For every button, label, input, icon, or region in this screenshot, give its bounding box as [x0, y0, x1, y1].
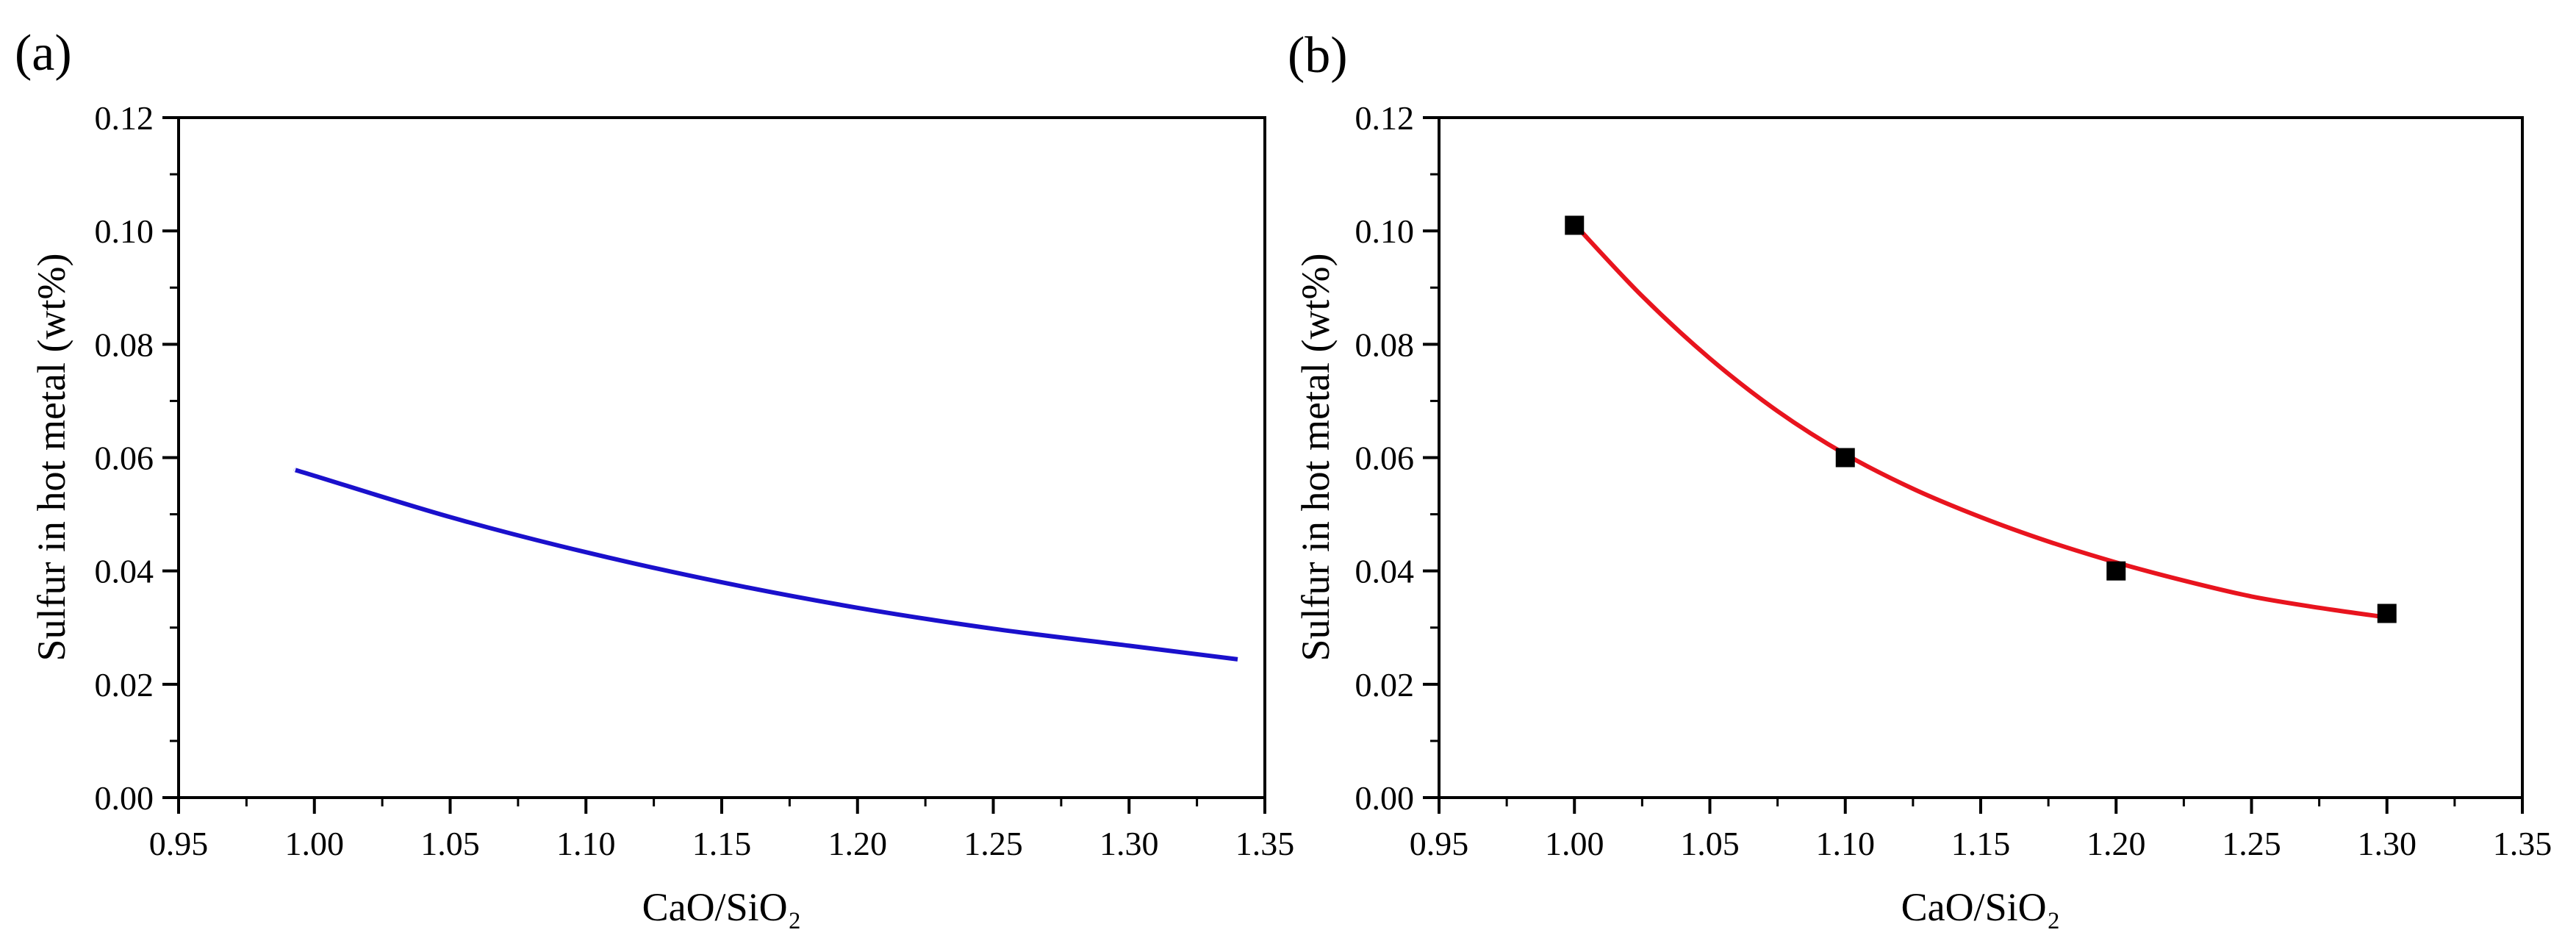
panel-b-data-point: [1565, 215, 1585, 235]
panel-a-x-tick-label: 1.10: [556, 825, 616, 862]
panel-a-y-axis-title: Sulfur in hot metal (wt%): [29, 254, 73, 662]
panel-b-data-point: [2106, 561, 2126, 581]
panel-a-plot-frame: [177, 116, 1266, 799]
panel-a-y-tick-label: 0.02: [95, 666, 154, 704]
panel-b-ticks: 0.95 1.00 1.05 1.10 1.15 1.20 1.25 1.30 1.35 0.00…: [1355, 99, 2552, 862]
chart-panel-b: (b) 0.95 1.00 1.05 1.10 1.15 1.20 1.25 1.30 1.35…: [1288, 27, 2552, 929]
panel-a-x-tick-label: 1.20: [828, 825, 888, 862]
panel-a-x-tick-label: 1.15: [692, 825, 752, 862]
panel-a-x-tick-label: 1.05: [420, 825, 480, 862]
panel-b-y-axis-title: Sulfur in hot metal (wt%): [1294, 254, 1338, 662]
panel-a-x-axis-title: CaO/SiO₂: [642, 885, 802, 929]
panel-b-plot-frame: [1438, 116, 2524, 799]
panel-a-y-tick-label: 0.06: [95, 440, 154, 477]
panel-b-x-tick-label: 1.35: [2493, 825, 2552, 862]
panel-a-x-tick-label: 1.25: [964, 825, 1023, 862]
panel-b-y-tick-label: 0.04: [1355, 553, 1415, 590]
panel-b-x-tick-label: 1.10: [1816, 825, 1876, 862]
panel-b-x-tick-label: 1.15: [1951, 825, 2011, 862]
panel-a-y-tick-label: 0.12: [95, 99, 154, 137]
panel-b-y-tick-label: 0.00: [1355, 779, 1415, 817]
panel-b-x-tick-label: 0.95: [1410, 825, 1469, 862]
chart-panel-a: (a) 0.95 1.00 1.05 1.10 1.15 1.20 1.25 1.30 1.35…: [15, 25, 1294, 929]
panel-a-y-tick-label: 0.10: [95, 212, 154, 250]
panel-a-x-tick-label: 0.95: [149, 825, 209, 862]
panel-a-label: (a): [15, 25, 72, 82]
panel-a-x-tick-label: 1.35: [1235, 825, 1295, 862]
panel-b-x-tick-label: 1.30: [2358, 825, 2417, 862]
panel-b-y-tick-label: 0.02: [1355, 666, 1415, 704]
panel-b-x-axis-title: CaO/SiO₂: [1901, 885, 2061, 929]
panel-b-x-tick-label: 1.00: [1545, 825, 1604, 862]
panel-b-y-tick-label: 0.08: [1355, 326, 1415, 363]
panel-b-label: (b): [1288, 27, 1348, 84]
panel-a-y-tick-label: 0.00: [95, 779, 154, 817]
panel-a-series: [293, 468, 1238, 662]
panel-b-series: [1565, 215, 2397, 623]
panel-a-series-line: [293, 468, 1238, 662]
panel-b-fit-line: [1573, 222, 2388, 620]
panel-a-x-tick-label: 1.00: [285, 825, 345, 862]
panel-b-y-tick-label: 0.06: [1355, 440, 1415, 477]
panel-b-y-tick-label: 0.10: [1355, 212, 1415, 250]
panel-b-data-point: [2377, 604, 2397, 623]
panel-b-x-tick-label: 1.05: [1680, 825, 1740, 862]
panel-b-data-point: [1835, 448, 1855, 468]
panel-a-ticks: 0.95 1.00 1.05 1.10 1.15 1.20 1.25 1.30 1.35 0.00…: [95, 99, 1295, 862]
panel-a-y-tick-label: 0.04: [95, 553, 154, 590]
panel-a-y-tick-label: 0.08: [95, 326, 154, 363]
panel-b-x-tick-label: 1.20: [2087, 825, 2146, 862]
panel-b-x-tick-label: 1.25: [2222, 825, 2281, 862]
panel-a-x-tick-label: 1.30: [1099, 825, 1159, 862]
panel-b-y-tick-label: 0.12: [1355, 99, 1415, 137]
